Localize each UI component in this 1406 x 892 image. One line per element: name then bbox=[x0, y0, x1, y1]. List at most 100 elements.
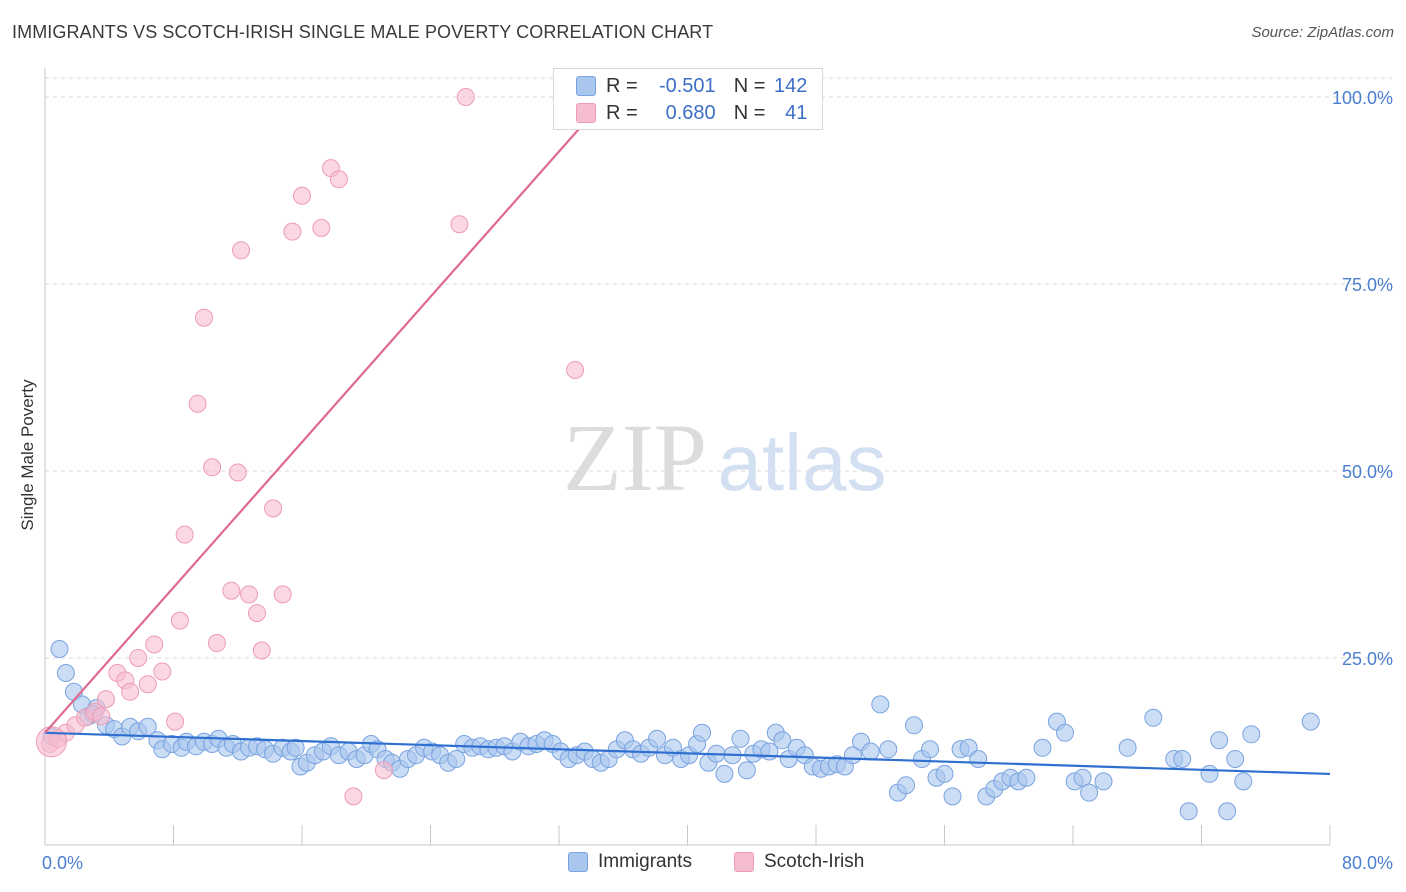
point-immigrants bbox=[905, 716, 923, 735]
point-immigrants bbox=[1210, 731, 1229, 750]
point-immigrants bbox=[1118, 738, 1137, 757]
point-immigrants bbox=[1234, 772, 1253, 791]
source-label: Source: ZipAtlas.com bbox=[1251, 24, 1394, 41]
point-scotch-irish bbox=[222, 581, 241, 600]
immigrants-swatch bbox=[568, 852, 588, 872]
point-scotch-irish bbox=[248, 604, 266, 623]
tick-labels: 25.0% 50.0% 75.0% 100.0% 0.0% 80.0% bbox=[42, 88, 1393, 873]
point-scotch-irish bbox=[312, 218, 331, 237]
point-immigrants bbox=[1056, 723, 1074, 742]
legend-row-immigrants: R = -0.501 N = 142 bbox=[576, 73, 807, 99]
point-immigrants bbox=[861, 742, 880, 761]
n-value-immigrants: 142 bbox=[774, 74, 808, 97]
point-immigrants bbox=[1033, 738, 1052, 757]
point-scotch-irish bbox=[273, 585, 292, 604]
point-immigrants bbox=[1200, 764, 1219, 783]
point-immigrants bbox=[1179, 802, 1198, 821]
point-immigrants bbox=[1242, 725, 1261, 744]
point-immigrants bbox=[879, 740, 898, 759]
y-tick-label: 100.0% bbox=[1332, 88, 1393, 108]
n-value-scotch-irish: 41 bbox=[785, 101, 808, 124]
series-legend: Immigrants Scotch-Irish bbox=[0, 851, 1406, 879]
point-scotch-irish bbox=[195, 308, 213, 327]
y-tick-label: 25.0% bbox=[1342, 649, 1393, 669]
point-scotch-irish bbox=[228, 463, 247, 482]
legend-label-scotch-irish: Scotch-Irish bbox=[764, 851, 865, 872]
point-immigrants bbox=[731, 729, 750, 748]
scotch-irish-swatch bbox=[576, 103, 596, 123]
point-scotch-irish bbox=[170, 611, 189, 630]
legend-label-immigrants: Immigrants bbox=[598, 851, 692, 872]
point-immigrants bbox=[871, 695, 890, 714]
point-immigrants bbox=[1173, 750, 1192, 768]
point-immigrants bbox=[1144, 708, 1163, 727]
n-label: N = bbox=[733, 101, 766, 124]
axis-layer bbox=[44, 68, 1331, 846]
point-scotch-irish bbox=[138, 675, 157, 694]
trendline-immigrants bbox=[44, 731, 1331, 776]
point-immigrants bbox=[447, 750, 466, 768]
point-scotch-irish bbox=[129, 649, 148, 667]
scotch-irish-swatch bbox=[734, 852, 754, 872]
x-tick-label: 0.0% bbox=[42, 853, 83, 873]
point-immigrants bbox=[1073, 768, 1092, 787]
x-tick-label: 80.0% bbox=[1342, 853, 1393, 873]
y-tick-label: 50.0% bbox=[1342, 462, 1393, 482]
point-immigrants bbox=[737, 761, 756, 780]
trend-layer bbox=[44, 96, 1331, 776]
r-value-scotch-irish: 0.680 bbox=[665, 101, 716, 124]
point-scotch-irish bbox=[92, 707, 111, 726]
point-scotch-irish bbox=[240, 585, 258, 604]
point-scotch-irish bbox=[175, 525, 194, 544]
point-immigrants bbox=[969, 750, 988, 768]
correlation-legend: R = -0.501 N = 142 R = 0.680 N = 41 bbox=[553, 68, 823, 130]
point-immigrants bbox=[1094, 772, 1113, 791]
point-scotch-irish bbox=[450, 215, 469, 234]
point-scotch-irish bbox=[207, 634, 226, 652]
point-immigrants bbox=[897, 776, 915, 795]
watermark-atlas: atlas bbox=[718, 418, 887, 507]
point-immigrants bbox=[50, 640, 69, 658]
point-scotch-irish bbox=[203, 458, 222, 477]
r-label: R = bbox=[606, 101, 638, 124]
n-label: N = bbox=[733, 74, 766, 97]
point-scotch-irish bbox=[166, 712, 185, 731]
point-immigrants bbox=[1218, 802, 1237, 821]
point-scotch-irish bbox=[264, 499, 283, 518]
r-value-immigrants: -0.501 bbox=[658, 74, 716, 97]
legend-item-scotch-irish: Scotch-Irish bbox=[734, 851, 864, 873]
point-scotch-irish bbox=[97, 690, 115, 709]
point-immigrants bbox=[648, 729, 666, 748]
immigrants-swatch bbox=[576, 76, 596, 96]
legend-row-scotch-irish: R = 0.680 N = 41 bbox=[576, 100, 807, 126]
point-immigrants bbox=[1301, 712, 1320, 731]
chart-title: IMMIGRANTS VS SCOTCH-IRISH SINGLE MALE P… bbox=[12, 22, 714, 42]
point-scotch-irish-cluster bbox=[35, 726, 67, 758]
point-scotch-irish bbox=[232, 241, 250, 260]
watermark-zip: ZIP bbox=[563, 404, 707, 511]
r-label: R = bbox=[606, 74, 638, 97]
point-immigrants bbox=[773, 731, 792, 750]
point-scotch-irish bbox=[252, 641, 271, 660]
watermark: ZIP atlas bbox=[563, 404, 886, 511]
point-scotch-irish bbox=[374, 761, 393, 780]
trendline-scotch-irish bbox=[44, 96, 609, 734]
point-immigrants bbox=[943, 787, 962, 806]
point-scotch-irish bbox=[283, 222, 302, 241]
y-tick-label: 75.0% bbox=[1342, 275, 1393, 295]
points-layer bbox=[35, 84, 1320, 821]
point-immigrants bbox=[1226, 750, 1245, 768]
point-scotch-irish bbox=[145, 635, 164, 654]
point-scotch-irish bbox=[329, 170, 348, 189]
point-scotch-irish bbox=[153, 662, 172, 681]
grid-layer bbox=[45, 77, 1392, 659]
point-immigrants bbox=[56, 664, 75, 682]
point-immigrants bbox=[715, 764, 734, 783]
point-scotch-irish bbox=[456, 88, 475, 106]
point-scotch-irish bbox=[293, 186, 311, 205]
point-immigrants bbox=[286, 738, 305, 757]
legend-item-immigrants: Immigrants bbox=[568, 851, 692, 873]
point-scotch-irish bbox=[344, 787, 363, 806]
point-scotch-irish bbox=[121, 682, 140, 701]
